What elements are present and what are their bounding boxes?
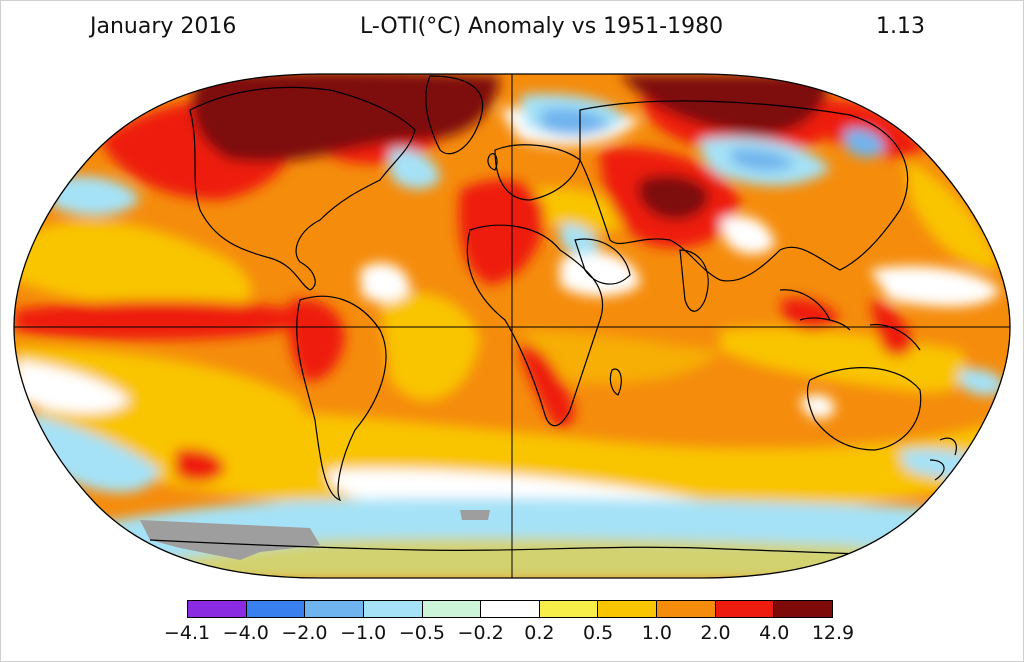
colorbar-tick-label: −1.0 [340, 622, 387, 644]
map-date: January 2016 [90, 14, 237, 39]
colorbar-segment [188, 601, 247, 617]
colorbar-tick-label: 4.0 [759, 622, 790, 644]
anomaly-field [14, 74, 1010, 578]
anomaly-map [13, 73, 1011, 579]
global-mean-value: 1.13 [876, 14, 925, 39]
map-outline [13, 73, 1011, 579]
colorbar-segment [539, 601, 599, 617]
colorbar-tick-label: −2.0 [281, 622, 328, 644]
colorbar-tick-label: −4.1 [163, 622, 211, 644]
no-data-region [140, 520, 320, 560]
colorbar-segment [774, 601, 833, 617]
colorbar-segment [422, 601, 482, 617]
colorbar-segment [598, 601, 658, 617]
colorbar-segment [715, 601, 775, 617]
colorbar-tick-label: 12.9 [811, 622, 855, 644]
colorbar-segment [305, 601, 364, 617]
colorbar-tick-label: 0.2 [524, 622, 555, 644]
map-title: L-OTI(°C) Anomaly vs 1951-1980 [360, 14, 724, 39]
colorbar [187, 600, 833, 618]
colorbar-tick-label: 1.0 [641, 622, 672, 644]
colorbar-tick-label: −0.5 [398, 622, 445, 644]
colorbar-segment [657, 601, 716, 617]
colorbar-tick-label: −0.2 [457, 622, 504, 644]
colorbar-segment [246, 601, 306, 617]
colorbar-segment [481, 601, 540, 617]
colorbar-segment [363, 601, 423, 617]
colorbar-tick-label: 2.0 [700, 622, 731, 644]
colorbar-ticks: −4.1 −4.0 −2.0 −1.0 −0.5 −0.2 0.2 0.5 1.0 2.0 4.0 1… [0, 622, 1024, 648]
colorbar-tick-label: 0.5 [582, 622, 614, 644]
colorbar-tick-label: −4.0 [222, 622, 269, 644]
